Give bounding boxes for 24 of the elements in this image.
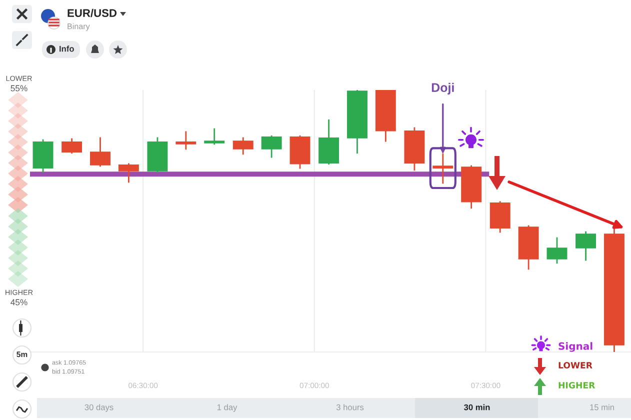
annotation: Doji bbox=[432, 82, 454, 94]
text: HIGHER bbox=[558, 382, 596, 388]
candlestick bbox=[576, 231, 596, 261]
text: 45% bbox=[10, 299, 28, 306]
candlestick bbox=[62, 138, 82, 154]
text: Info bbox=[60, 46, 74, 52]
candlestick bbox=[546, 237, 568, 264]
candlestick bbox=[204, 128, 225, 145]
text: 15 min bbox=[590, 404, 614, 410]
candlestick bbox=[176, 131, 196, 150]
text: LOWER bbox=[558, 362, 592, 368]
chart-subtitle: Binary bbox=[68, 23, 90, 31]
candlestick bbox=[118, 163, 139, 183]
text: 3 hours bbox=[336, 404, 364, 410]
text: 55% bbox=[10, 85, 28, 92]
candlestick bbox=[232, 137, 254, 155]
text: 30 min bbox=[464, 404, 490, 410]
candlestick bbox=[261, 135, 282, 158]
text: 30 days bbox=[84, 404, 114, 412]
annotation: Signal bbox=[558, 342, 592, 352]
candlestick bbox=[90, 137, 110, 167]
candlestick bbox=[432, 153, 454, 184]
text: 1 day bbox=[217, 404, 238, 412]
chart-title: EUR/USD bbox=[68, 8, 117, 18]
